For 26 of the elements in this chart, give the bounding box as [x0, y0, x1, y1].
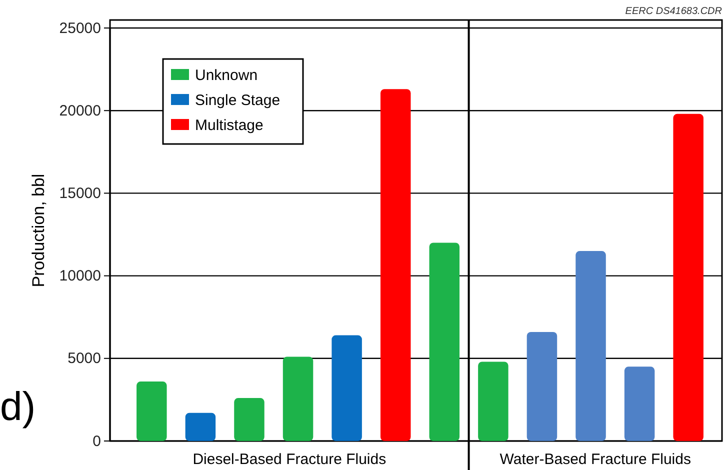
bar: [380, 89, 411, 441]
bar: [136, 382, 167, 441]
legend-label: Unknown: [195, 67, 258, 84]
y-axis-title: Production, bbl: [29, 174, 48, 288]
bar: [429, 242, 460, 441]
legend-label: Single Stage: [195, 92, 280, 109]
y-tick-label: 25000: [59, 20, 101, 37]
bar: [576, 251, 606, 441]
legend-label: Multistage: [195, 117, 264, 134]
y-tick-label: 5000: [68, 350, 101, 368]
y-tick-label: 20000: [59, 102, 101, 120]
bar: [526, 332, 558, 441]
bar: [282, 356, 314, 441]
y-tick-label: 0: [92, 432, 101, 450]
y-tick-label: 15000: [59, 185, 101, 202]
text: Diesel-Based Fracture Fluids: [192, 451, 386, 468]
bar: [332, 335, 362, 441]
bar: [673, 114, 704, 441]
bar: [185, 412, 216, 441]
bar: [478, 362, 508, 441]
text: EERC DS41683.CDR: [625, 6, 722, 17]
text: d): [0, 385, 36, 429]
bar: [234, 398, 264, 441]
bar: [624, 366, 655, 441]
y-tick-label: 10000: [59, 268, 101, 285]
text: Water-Based Fracture Fluids: [500, 451, 691, 468]
